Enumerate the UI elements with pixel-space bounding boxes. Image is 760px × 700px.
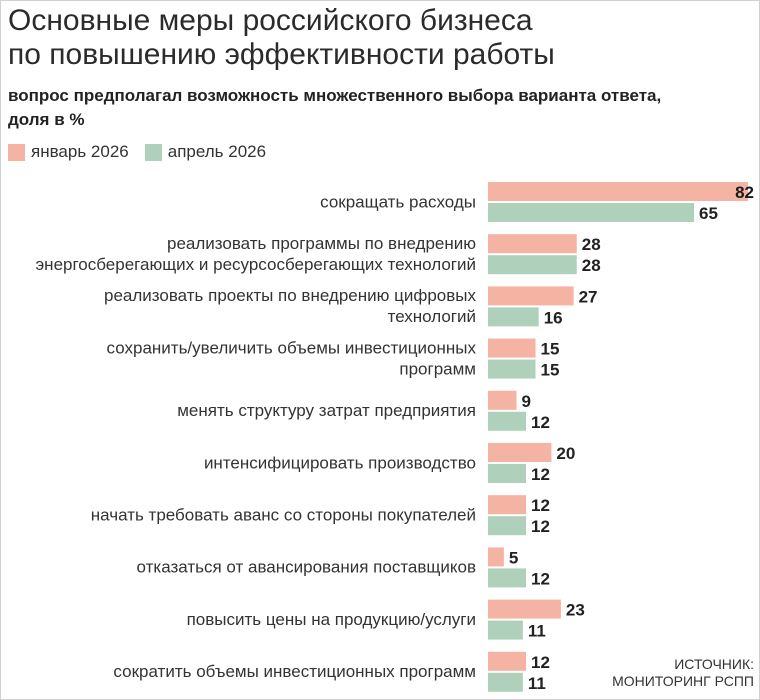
bar-group: отказаться от авансирования поставщиков 5… [137,547,550,588]
bar-group: сократить объемы инвестиционных программ… [113,651,550,693]
source-line-2: МОНИТОРИНГ РСПП [612,673,754,689]
data-label: 20 [556,444,575,463]
chart-subtitle: вопрос предполагал возможность множестве… [8,84,748,132]
bar-january [488,599,561,619]
source-note: ИСТОЧНИК: МОНИТОРИНГ РСПП [612,656,754,690]
bar-april [488,307,539,327]
bar-january [488,651,527,671]
data-label: 12 [531,413,550,432]
legend-label-january: январь 2026 [31,142,129,161]
bar-april [488,620,523,640]
bar-january [488,234,577,254]
data-label: 28 [582,256,601,275]
bar-april [488,516,527,536]
bar-april [488,203,695,222]
bar-group: начать требовать аванс со стороны покупа… [91,495,550,536]
data-label: 23 [566,601,585,620]
bar-april [488,464,527,483]
category-label: начать требовать аванс со стороны покупа… [91,505,476,524]
bar-january [488,182,748,201]
data-label: 82 [735,183,754,202]
bar-group: интенсифицировать производство 20 12 [204,443,575,484]
data-label: 12 [531,653,550,672]
data-label: 12 [531,496,550,515]
data-label: 12 [531,569,550,588]
bar-group: сокращать расходы 82 65 [320,182,754,223]
data-label: 12 [531,465,550,484]
bar-january [488,547,504,567]
bar-group: сохранить/увеличить объемы инвестиционны… [107,338,560,379]
category-label: сокращать расходы [320,192,476,211]
data-label: 15 [541,361,560,380]
category-label: программ [399,359,476,378]
data-label: 16 [544,308,563,327]
data-label: 15 [541,340,560,359]
bar-january [488,495,527,515]
legend-item-april: апрель 2026 [144,142,267,162]
bar-group: реализовать программы по внедрению энерго… [36,234,601,275]
data-label: 9 [522,392,531,411]
data-label: 5 [509,548,518,567]
bar-april [488,568,527,588]
data-label: 28 [582,235,601,254]
bar-group: повысить цены на продукцию/услуги 23 11 [187,599,585,641]
legend-item-january: январь 2026 [8,142,129,162]
data-label: 11 [528,674,546,693]
bar-january [488,443,552,462]
legend-swatch-april [144,143,162,161]
data-label: 27 [579,287,598,306]
chart-title-line-1: Основные меры российского бизнеса [8,4,533,37]
category-label: сократить объемы инвестиционных программ [113,662,476,681]
chart-title: Основные меры российского бизнеса по пов… [8,4,748,72]
category-label: отказаться от авансирования поставщиков [137,558,476,577]
data-label: 11 [528,622,546,641]
data-label: 65 [699,204,718,223]
source-line-1: ИСТОЧНИК: [674,656,754,672]
category-label: сохранить/увеличить объемы инвестиционны… [107,338,477,357]
legend-label-april: апрель 2026 [167,142,267,161]
category-label: энергосберегающих и ресурсосберегающих т… [36,255,477,274]
legend-swatch-january [8,143,25,161]
chart-subtitle-line-1: вопрос предполагал возможность множестве… [8,86,662,105]
legend: январь 2026 апрель 2026 [8,142,282,162]
bar-group: менять структуру затрат предприятия 912 [177,390,550,432]
bar-april [488,672,523,692]
bar-january [488,390,517,410]
category-label: интенсифицировать производство [204,453,476,472]
category-label: реализовать проекты по внедрению цифровы… [104,286,476,305]
bar-april [488,255,577,275]
category-label: реализовать программы по внедрению [167,234,476,253]
chart-title-line-2: по повышению эффективности работы [8,38,555,71]
data-label: 12 [531,517,550,536]
category-label: менять структуру затрат предприятия [177,401,476,420]
bar-april [488,359,536,379]
bar-january [488,286,574,306]
bar-group: реализовать проекты по внедрению цифровы… [104,286,598,327]
bar-april [488,411,527,431]
category-label: технологий [388,307,476,326]
chart-subtitle-line-2: доля в % [8,110,85,129]
bar-january [488,338,536,358]
category-label: повысить цены на продукцию/услуги [187,610,476,629]
